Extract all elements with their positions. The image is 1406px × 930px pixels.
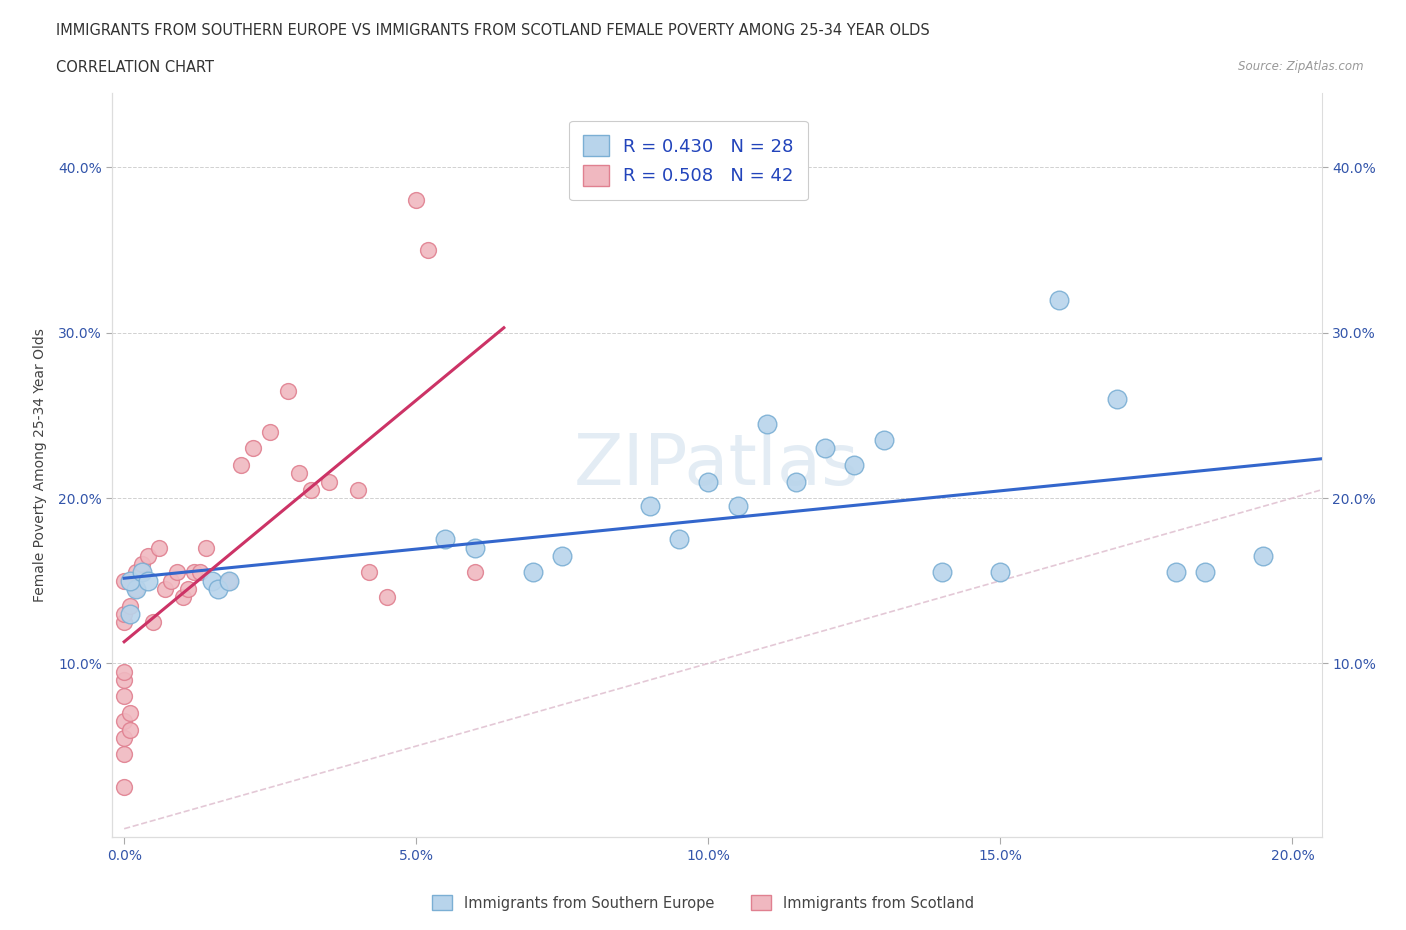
Point (118, 598, 141, 613)
Text: CORRELATION CHART: CORRELATION CHART (56, 60, 214, 75)
Point (872, 432, 894, 447)
Point (112, 573, 135, 588)
Point (434, 532, 457, 547)
Point (118, 706, 141, 721)
Y-axis label: Female Poverty Among 25-34 Year Olds: Female Poverty Among 25-34 Year Olds (34, 328, 46, 602)
Point (136, 573, 159, 588)
Point (136, 549, 159, 564)
Point (118, 722, 141, 737)
Point (1194, 565, 1216, 580)
Point (814, 441, 837, 456)
Point (229, 458, 252, 472)
Point (551, 549, 574, 564)
Point (112, 672, 135, 687)
Point (416, 243, 439, 258)
Legend: R = 0.430   N = 28, R = 0.508   N = 42: R = 0.430 N = 28, R = 0.508 N = 42 (569, 121, 808, 200)
Point (405, 193, 427, 208)
Point (375, 590, 398, 604)
Point (194, 540, 217, 555)
Point (668, 532, 690, 547)
Point (218, 573, 240, 588)
Point (118, 606, 141, 621)
Point (125, 581, 148, 596)
Point (931, 565, 953, 580)
Legend: Immigrants from Southern Europe, Immigrants from Scotland: Immigrants from Southern Europe, Immigra… (425, 888, 981, 918)
Point (464, 565, 486, 580)
Text: ZIPatlas: ZIPatlas (574, 431, 860, 499)
Point (131, 565, 153, 580)
Point (112, 689, 135, 704)
Point (1164, 565, 1187, 580)
Text: Source: ZipAtlas.com: Source: ZipAtlas.com (1239, 60, 1364, 73)
Point (697, 474, 720, 489)
Point (277, 383, 299, 398)
Point (166, 565, 188, 580)
Point (153, 581, 176, 596)
Point (464, 540, 486, 555)
Point (242, 441, 264, 456)
Point (207, 581, 229, 596)
Point (346, 483, 368, 498)
Point (118, 573, 141, 588)
Point (112, 730, 135, 745)
Point (172, 590, 194, 604)
Point (131, 557, 153, 572)
Point (1047, 292, 1070, 307)
Point (1251, 549, 1274, 564)
Point (177, 581, 200, 596)
Point (112, 747, 135, 762)
Point (112, 615, 135, 630)
Point (318, 474, 340, 489)
Point (1107, 392, 1129, 406)
Text: IMMIGRANTS FROM SOUTHERN EUROPE VS IMMIGRANTS FROM SCOTLAND FEMALE POVERTY AMONG: IMMIGRANTS FROM SOUTHERN EUROPE VS IMMIG… (56, 23, 929, 38)
Point (755, 417, 778, 432)
Point (112, 780, 135, 795)
Point (148, 540, 170, 555)
Point (259, 424, 281, 439)
Point (160, 573, 183, 588)
Point (183, 565, 205, 580)
Point (638, 498, 661, 513)
Point (359, 565, 381, 580)
Point (125, 565, 148, 580)
Point (125, 581, 148, 596)
Point (112, 714, 135, 729)
Point (844, 458, 866, 472)
Point (299, 483, 322, 498)
Point (988, 565, 1011, 580)
Point (188, 565, 211, 580)
Point (131, 565, 153, 580)
Point (112, 606, 135, 621)
Point (727, 498, 749, 513)
Point (201, 573, 224, 588)
Point (112, 664, 135, 679)
Point (218, 573, 240, 588)
Point (288, 466, 311, 481)
Point (142, 615, 165, 630)
Point (785, 474, 807, 489)
Point (522, 565, 544, 580)
